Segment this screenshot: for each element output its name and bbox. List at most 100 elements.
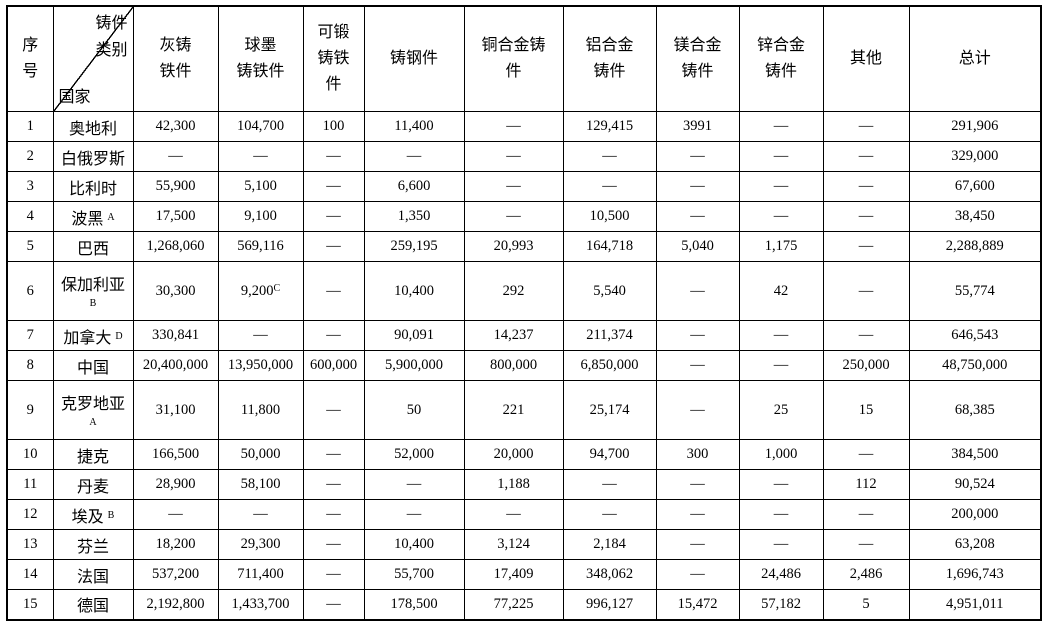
cast-steel-cell: 6,600 xyxy=(363,171,465,202)
serial-number-cell: 10 xyxy=(6,439,54,470)
footnote-marker: B xyxy=(107,509,115,521)
aluminum-alloy-cell: — xyxy=(562,469,657,500)
footnote-marker: A xyxy=(107,211,115,223)
other-cell: — xyxy=(822,201,910,232)
gray-iron-cell: — xyxy=(132,499,219,530)
table-row: 13 芬兰 18,200 29,300—10,400 3,124 2,184— — —63,2… xyxy=(6,529,1042,560)
table-row: 1 奥地利 42,300 104,700 100 11,400—129,415 3991— —… xyxy=(6,111,1042,142)
gray-iron-cell: 537,200 xyxy=(132,559,219,590)
magnesium-alloy-cell: — xyxy=(655,499,740,530)
copper-alloy-cell: 221 xyxy=(463,380,564,440)
gray-iron-cell: 30,300 xyxy=(132,261,219,321)
country-cell: 奥地利 xyxy=(52,111,134,142)
diagonal-country-label: 国家 xyxy=(58,89,91,106)
zinc-alloy-cell: 42 xyxy=(738,261,824,321)
col-header-total: 总计 xyxy=(908,5,1042,112)
table-row: 4 波黑 A 17,500 9,100—1,350—10,500— — —38,450 xyxy=(6,201,1042,232)
malleable-iron-cell: — xyxy=(302,380,365,440)
country-cell: 保加利亚 B xyxy=(52,261,134,321)
malleable-iron-cell: 100 xyxy=(302,111,365,142)
aluminum-alloy-cell: — xyxy=(562,171,657,202)
serial-number-cell: 15 xyxy=(6,589,54,620)
serial-number-cell: 8 xyxy=(6,350,54,381)
copper-alloy-cell: 3,124 xyxy=(463,529,564,560)
serial-number-cell: 4 xyxy=(6,201,54,232)
cast-steel-cell: 55,700 xyxy=(363,559,465,590)
malleable-iron-cell: — xyxy=(302,231,365,262)
cast-steel-cell: — xyxy=(363,141,465,172)
table-row: 15 德国 2,192,800 1,433,700—178,500 77,225 996,… xyxy=(6,589,1042,620)
col-header-ductile-iron: 球墨 铸铁件 xyxy=(217,5,304,112)
magnesium-alloy-cell: 5,040 xyxy=(655,231,740,262)
footnote-marker: D xyxy=(115,330,123,342)
col-header-magnesium-alloy: 镁合金 铸件 xyxy=(655,5,740,112)
aluminum-alloy-cell: — xyxy=(562,141,657,172)
ductile-iron-cell: 5,100 xyxy=(217,171,304,202)
malleable-iron-cell: — xyxy=(302,559,365,590)
ductile-iron-cell: 29,300 xyxy=(217,529,304,560)
cast-steel-cell: 50 xyxy=(363,380,465,440)
col-header-zinc-alloy: 锌合金 铸件 xyxy=(738,5,824,112)
copper-alloy-cell: 20,000 xyxy=(463,439,564,470)
ductile-iron-cell: — xyxy=(217,499,304,530)
aluminum-alloy-cell: 129,415 xyxy=(562,111,657,142)
copper-alloy-cell: — xyxy=(463,171,564,202)
total-cell: 329,000 xyxy=(908,141,1042,172)
serial-number-cell: 2 xyxy=(6,141,54,172)
magnesium-alloy-cell: — xyxy=(655,380,740,440)
ductile-iron-cell: — xyxy=(217,320,304,351)
aluminum-alloy-cell: 5,540 xyxy=(562,261,657,321)
country-cell: 加拿大 D xyxy=(52,320,134,351)
table-row: 3 比利时 55,900 5,100—6,600— — — — —67,600 xyxy=(6,171,1042,202)
other-cell: — xyxy=(822,141,910,172)
malleable-iron-cell: — xyxy=(302,201,365,232)
magnesium-alloy-cell: — xyxy=(655,529,740,560)
total-cell: 68,385 xyxy=(908,380,1042,440)
col-header-malleable-iron: 可锻 铸铁 件 xyxy=(302,5,365,112)
table-row: 9 克罗地亚 A 31,100 11,800—50 221 25,174—25 15 68,38… xyxy=(6,380,1042,440)
other-cell: — xyxy=(822,171,910,202)
copper-alloy-cell: 77,225 xyxy=(463,589,564,620)
malleable-iron-cell: — xyxy=(302,141,365,172)
footnote-marker: B xyxy=(89,298,97,309)
serial-number-cell: 3 xyxy=(6,171,54,202)
serial-number-cell: 12 xyxy=(6,499,54,530)
magnesium-alloy-cell: 15,472 xyxy=(655,589,740,620)
gray-iron-cell: 330,841 xyxy=(132,320,219,351)
ductile-iron-cell: 11,800 xyxy=(217,380,304,440)
malleable-iron-cell: — xyxy=(302,171,365,202)
magnesium-alloy-cell: — xyxy=(655,469,740,500)
gray-iron-cell: 42,300 xyxy=(132,111,219,142)
copper-alloy-cell: 20,993 xyxy=(463,231,564,262)
other-cell: — xyxy=(822,231,910,262)
total-cell: 1,696,743 xyxy=(908,559,1042,590)
country-cell: 丹麦 xyxy=(52,469,134,500)
col-header-cast-steel: 铸钢件 xyxy=(363,5,465,112)
ductile-iron-cell: 569,116 xyxy=(217,231,304,262)
magnesium-alloy-cell: — xyxy=(655,559,740,590)
cast-steel-cell: — xyxy=(363,469,465,500)
magnesium-alloy-cell: — xyxy=(655,171,740,202)
aluminum-alloy-cell: 2,184 xyxy=(562,529,657,560)
total-cell: 2,288,889 xyxy=(908,231,1042,262)
gray-iron-cell: 55,900 xyxy=(132,171,219,202)
other-cell: 112 xyxy=(822,469,910,500)
magnesium-alloy-cell: — xyxy=(655,141,740,172)
table-row: 11 丹麦 28,900 58,100— —1,188— — —112 90,524 xyxy=(6,469,1042,500)
ductile-iron-cell: 104,700 xyxy=(217,111,304,142)
other-cell: — xyxy=(822,261,910,321)
copper-alloy-cell: 17,409 xyxy=(463,559,564,590)
malleable-iron-cell: — xyxy=(302,499,365,530)
total-cell: 384,500 xyxy=(908,439,1042,470)
ductile-iron-cell: 1,433,700 xyxy=(217,589,304,620)
table-row: 10 捷克 166,500 50,000—52,000 20,000 94,700 300 1… xyxy=(6,439,1042,470)
zinc-alloy-cell: 1,175 xyxy=(738,231,824,262)
total-cell: 48,750,000 xyxy=(908,350,1042,381)
copper-alloy-cell: — xyxy=(463,201,564,232)
malleable-iron-cell: — xyxy=(302,320,365,351)
table-row: 12 埃及 B — — — — — — — — —200,000 xyxy=(6,499,1042,530)
magnesium-alloy-cell: — xyxy=(655,350,740,381)
total-cell: 63,208 xyxy=(908,529,1042,560)
table-body: 1 奥地利 42,300 104,700 100 11,400—129,415 3991— —… xyxy=(6,111,1042,620)
gray-iron-cell: 2,192,800 xyxy=(132,589,219,620)
